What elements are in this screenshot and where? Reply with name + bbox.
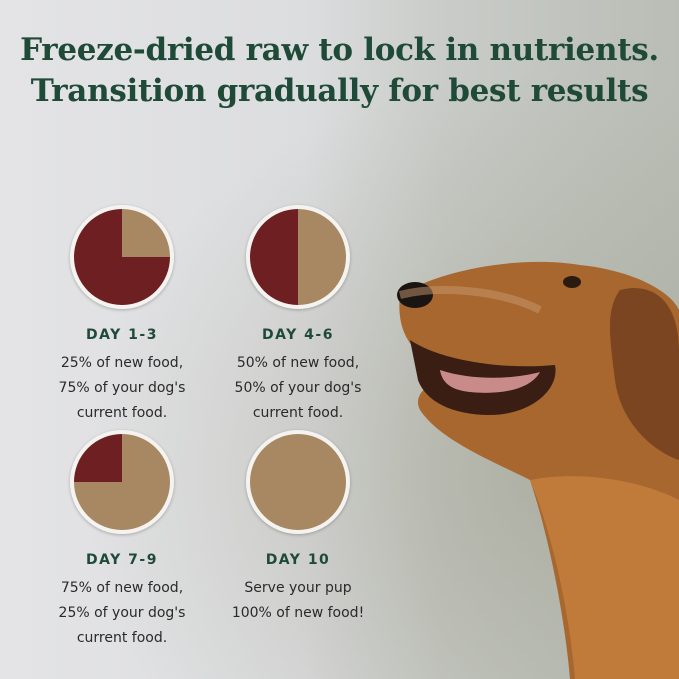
step-day: DAY 1-3 — [86, 327, 158, 343]
step-day: DAY 7-9 — [86, 552, 158, 568]
food-bowl — [70, 205, 174, 309]
description-line: 100% of new food! — [231, 605, 365, 621]
dog-photo — [397, 261, 679, 679]
transition-step: DAY 10 Serve your pup 100% of new food! — [198, 430, 398, 626]
description-line: 25% of new food, — [60, 355, 184, 371]
food-bowl — [246, 205, 350, 309]
description-line: current food. — [76, 630, 168, 646]
transition-step: DAY 7-9 75% of new food, 25% of your dog's… — [22, 430, 222, 651]
step-description: 25% of new food, 75% of your dog's current… — [22, 351, 222, 426]
description-line: 50% of your dog's — [234, 380, 362, 396]
step-day: DAY 4-6 — [262, 327, 334, 343]
headline: Freeze-dried raw to lock in nutrients. T… — [20, 32, 659, 109]
description-line: 75% of new food, — [60, 580, 184, 596]
step-day: DAY 10 — [265, 552, 331, 568]
description-line: 75% of your dog's — [58, 380, 186, 396]
food-bowl — [70, 430, 174, 534]
description-line: 25% of your dog's — [58, 605, 186, 621]
description-line: Serve your pup — [244, 580, 352, 596]
step-description: 75% of new food, 25% of your dog's current… — [22, 576, 222, 651]
step-description: 50% of new food, 50% of your dog's current… — [198, 351, 398, 426]
transition-step: DAY 1-3 25% of new food, 75% of your dog's… — [22, 205, 222, 426]
description-line: current food. — [252, 405, 344, 421]
description-line: current food. — [76, 405, 168, 421]
transition-step: DAY 4-6 50% of new food, 50% of your dog's… — [198, 205, 398, 426]
description-line: 50% of new food, — [236, 355, 360, 371]
step-description: Serve your pup 100% of new food! — [198, 576, 398, 626]
food-bowl — [246, 430, 350, 534]
